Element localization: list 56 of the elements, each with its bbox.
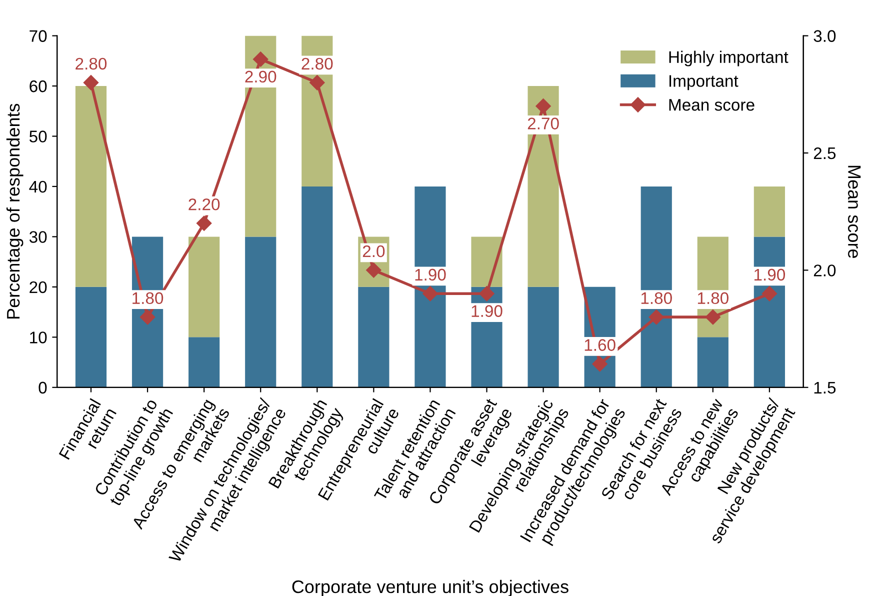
- y-tick-label: 40: [29, 180, 47, 193]
- point: [762, 286, 778, 302]
- y-tick-label: 60: [30, 80, 47, 92]
- y-tick-label: 0: [38, 382, 47, 394]
- point: [140, 310, 156, 325]
- bar: [697, 337, 728, 388]
- y-tick-label: 50: [29, 130, 47, 142]
- legend-label: Important: [670, 75, 738, 90]
- point: [310, 75, 325, 90]
- data-label: 2.80: [302, 58, 333, 70]
- bar: [75, 286, 107, 388]
- point: [422, 286, 438, 302]
- point: [196, 216, 212, 231]
- data-label: 2.70: [528, 118, 559, 130]
- data-label: 1.60: [584, 339, 616, 351]
- y2-tick-label: 2.5: [814, 147, 836, 160]
- bar: [75, 86, 107, 287]
- data-label: 2.20: [188, 198, 220, 210]
- point: [648, 310, 664, 325]
- data-label: 2.0: [362, 245, 385, 258]
- point: [536, 98, 551, 114]
- bar: [754, 186, 785, 237]
- point: [253, 52, 268, 67]
- bar: [640, 186, 672, 388]
- y-tick-label: 20: [30, 281, 47, 294]
- bar: [188, 337, 220, 388]
- bar: [188, 236, 220, 338]
- bar: [471, 236, 502, 287]
- data-label: 1.90: [415, 268, 446, 281]
- data-label: 1.80: [698, 292, 728, 304]
- bar: [245, 236, 276, 388]
- data-label: 1.80: [132, 292, 164, 304]
- y-axis-title: Percentage of respondents: [6, 104, 24, 318]
- bar: [358, 286, 390, 388]
- y2-axis-title: Mean score: [848, 166, 861, 258]
- y2-tick-label: 1.5: [814, 382, 836, 394]
- y2-tick-label: 3.0: [814, 30, 836, 42]
- data-label: 2.90: [245, 70, 276, 83]
- data-label: 1.80: [641, 292, 672, 304]
- bar: [302, 186, 333, 388]
- legend-label: Mean score: [669, 99, 754, 111]
- y-tick-label: 30: [29, 231, 47, 243]
- data-label: 1.90: [754, 268, 786, 281]
- y2-tick-label: 2.0: [814, 264, 836, 276]
- y-tick-label: 70: [30, 30, 47, 42]
- y-tick-label: 10: [30, 332, 47, 344]
- bar: [528, 286, 559, 388]
- point: [479, 286, 494, 302]
- point: [366, 262, 382, 278]
- legend-label: Highly important: [669, 50, 788, 66]
- data-label: 2.80: [76, 58, 107, 70]
- point: [705, 310, 720, 325]
- point: [83, 75, 99, 90]
- data-label: 1.90: [472, 305, 502, 317]
- point: [592, 356, 608, 372]
- bar: [245, 36, 276, 237]
